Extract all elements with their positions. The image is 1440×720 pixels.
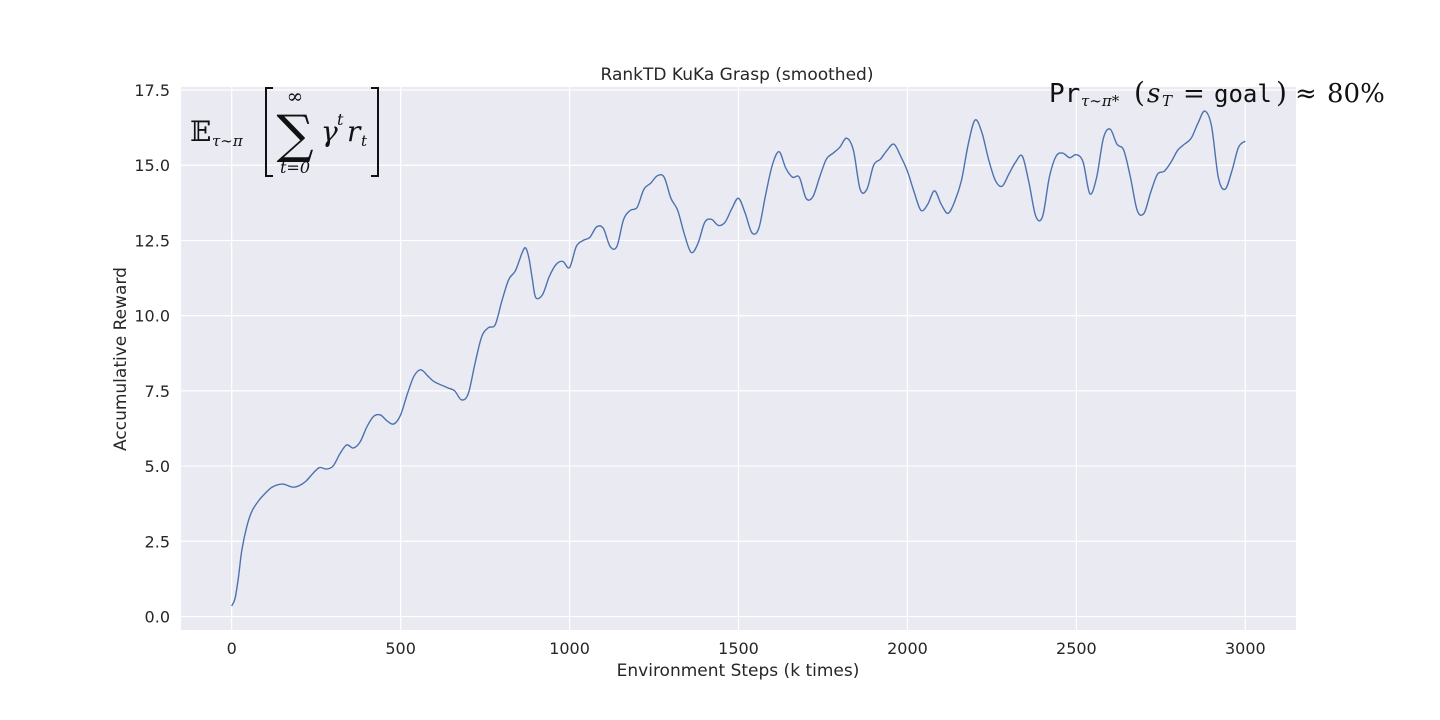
goal-text: goal xyxy=(1214,80,1272,108)
reward-subscript: t xyxy=(361,132,368,150)
y-tick-label: 17.5 xyxy=(134,81,170,100)
gamma-superscript: t xyxy=(337,110,344,129)
x-axis-label: Environment Steps (k times) xyxy=(617,661,860,681)
y-tick-label: 10.0 xyxy=(134,307,170,326)
series-line xyxy=(231,110,1246,607)
x-tick-label: 3000 xyxy=(1225,639,1266,658)
sum-lower-limit: t=0 xyxy=(280,158,310,177)
y-axis-label: Accumulative Reward xyxy=(111,267,131,451)
x-tick-label: 1000 xyxy=(549,639,590,658)
equals-sign: = xyxy=(1183,79,1205,109)
grid xyxy=(181,87,1296,630)
right-bracket xyxy=(371,87,379,177)
chart-title: RankTD KuKa Grasp (smoothed) xyxy=(601,65,874,85)
sum-upper-limit: ∞ xyxy=(287,84,304,108)
success-probability-annotation: Pr τ∼π* ( s T = goal ) ≈ 80% xyxy=(1049,76,1385,110)
x-tick-label: 2500 xyxy=(1056,639,1097,658)
expectation-subscript: τ∼π xyxy=(212,132,244,150)
gamma-symbol: γ xyxy=(321,115,338,148)
y-tick-label: 5.0 xyxy=(145,457,170,476)
x-tick-label: 1500 xyxy=(718,639,759,658)
y-tick-label: 12.5 xyxy=(134,231,170,250)
reward-symbol: r xyxy=(347,115,362,148)
axis-ticks: 0 500 1000 1500 2000 2500 3000 0.0 2.5 5.0 7.5 10.0… xyxy=(134,81,1265,658)
open-paren: ( xyxy=(1134,76,1145,109)
close-paren: ) xyxy=(1276,76,1287,109)
x-tick-label: 2000 xyxy=(887,639,928,658)
x-tick-label: 0 xyxy=(227,639,237,658)
state-symbol: s xyxy=(1147,79,1160,109)
y-tick-label: 7.5 xyxy=(145,382,170,401)
y-tick-label: 0.0 xyxy=(145,607,170,626)
y-tick-label: 2.5 xyxy=(145,532,170,551)
pr-subscript: τ∼π* xyxy=(1081,92,1120,110)
approx-sign: ≈ xyxy=(1295,79,1317,109)
x-tick-label: 500 xyxy=(385,639,416,658)
expected-return-annotation: 𝔼 τ∼π ∞ ∑ t=0 γ t r t xyxy=(190,84,379,177)
sum-sign: ∑ xyxy=(276,105,313,165)
pr-symbol: Pr xyxy=(1049,79,1080,109)
state-subscript: T xyxy=(1162,92,1173,110)
left-bracket xyxy=(265,87,273,177)
success-value: 80% xyxy=(1327,79,1385,109)
y-tick-label: 15.0 xyxy=(134,156,170,175)
expectation-symbol: 𝔼 xyxy=(190,115,211,148)
